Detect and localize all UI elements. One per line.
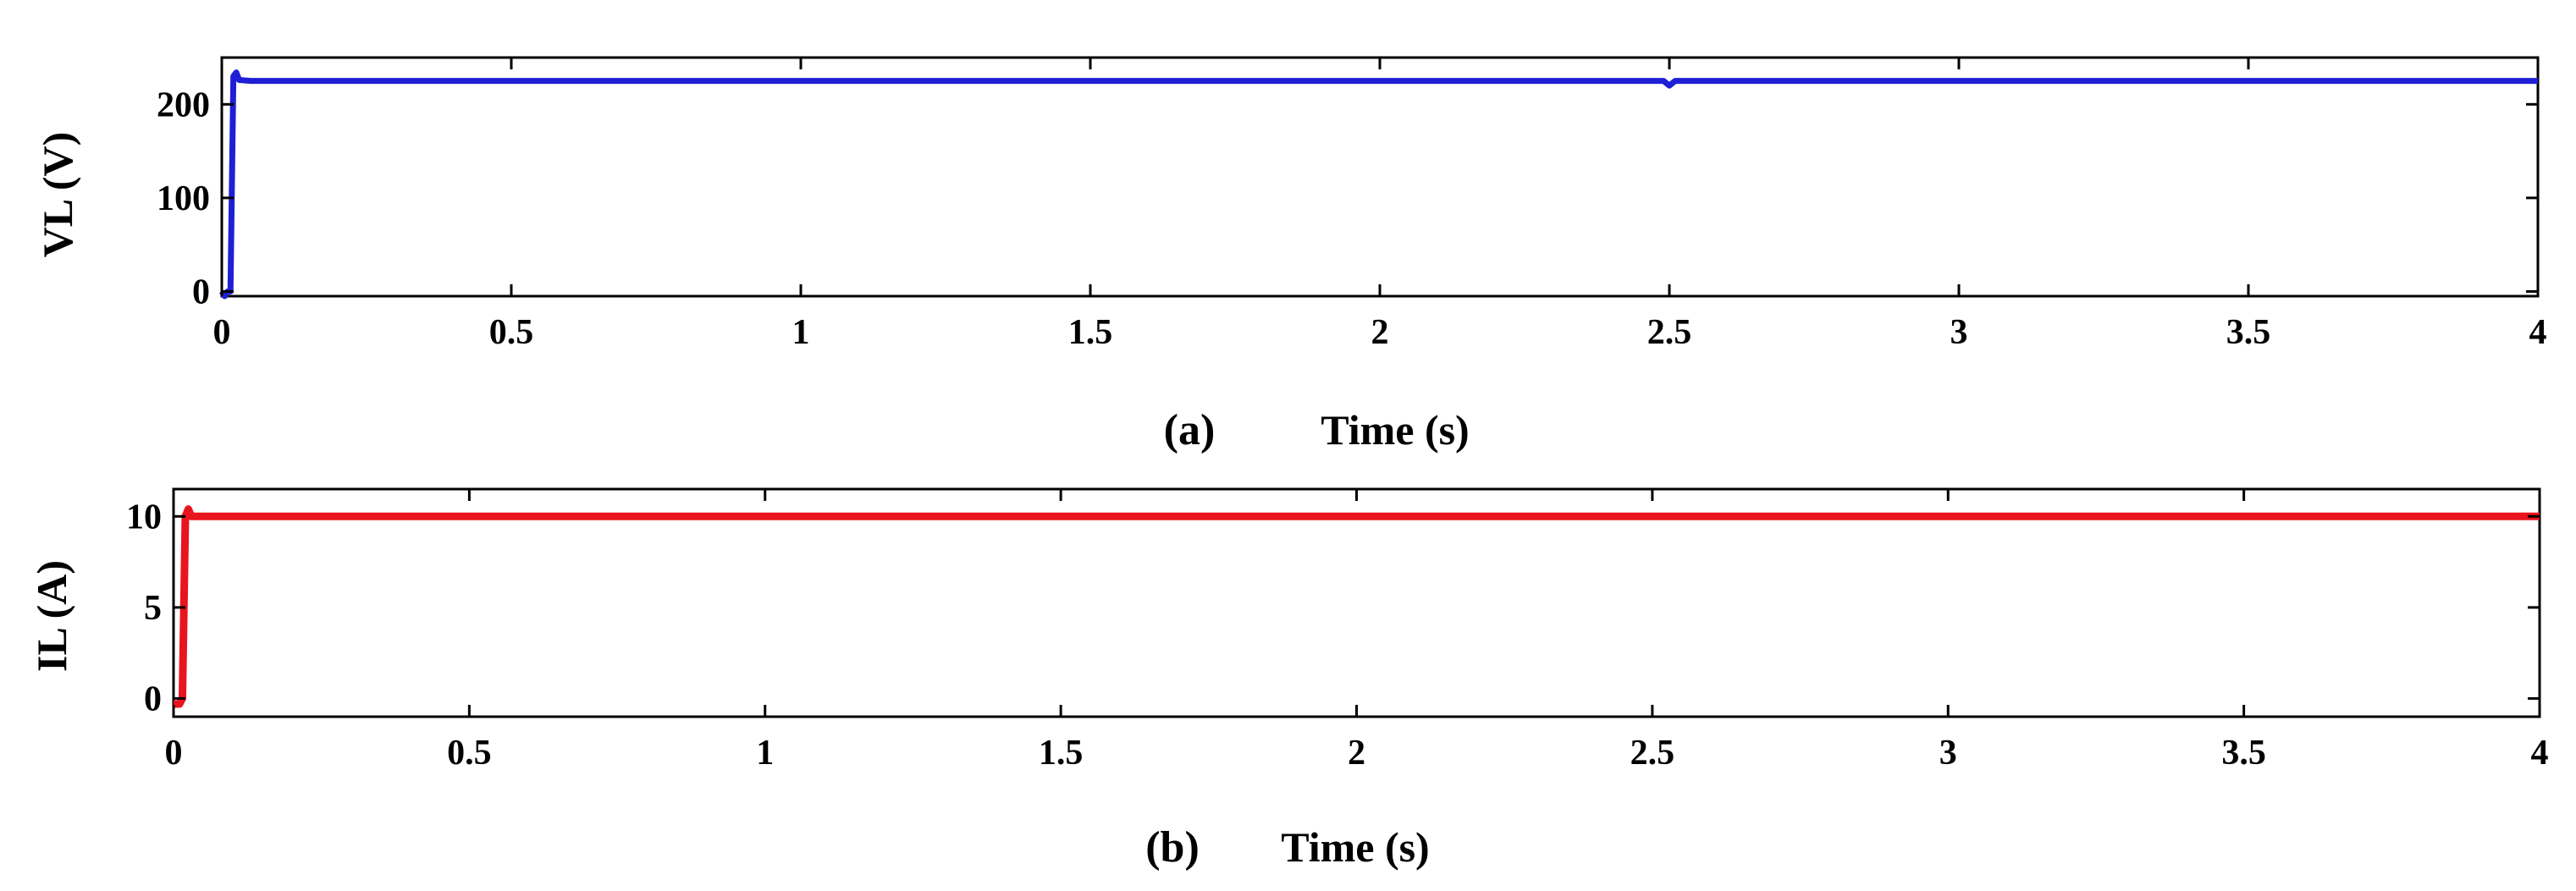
y-tick-label: 200	[157, 85, 210, 124]
y-tick-label: 100	[157, 179, 210, 218]
series-group-a	[219, 69, 2538, 300]
x-tick-label: 4	[2529, 313, 2547, 352]
x-tick-label: 0	[165, 734, 183, 773]
x-tick-label: 1	[792, 313, 810, 352]
plot-frame-b	[172, 487, 2541, 718]
x-tick-label: 0.5	[447, 734, 492, 773]
y-axis-label-a: VL (V)	[34, 132, 81, 258]
x-tick-label: 3	[1950, 313, 1968, 352]
x-tick-label: 3	[1939, 734, 1957, 773]
y-axis-label-b: IL (A)	[28, 560, 75, 672]
x-tick-label: 0	[213, 313, 231, 352]
series-line-b	[174, 505, 2540, 708]
ticks-group-a: 0 0.5 1 1.5 2 2.5 3 3.5 4 0 100 200	[157, 58, 2547, 352]
x-tick-label: 0.5	[489, 313, 534, 352]
chart-panel-b: 0 0.5 1 1.5 2 2.5 3 3.5 4 0 5 10 IL (A) (b) Time (s…	[28, 487, 2549, 872]
x-tick-label: 2	[1348, 734, 1365, 773]
chart-panel-a: 0 0.5 1 1.5 2 2.5 3 3.5 4 0 100 200 VL (V) (a) Time…	[34, 56, 2547, 454]
ticks-group-b: 0 0.5 1 1.5 2 2.5 3 3.5 4 0 5 10	[126, 489, 2549, 773]
y-tick-label: 0	[144, 679, 162, 718]
panel-label-a: (a)	[1164, 406, 1216, 454]
x-tick-label: 2.5	[1630, 734, 1675, 773]
x-tick-label: 3.5	[2226, 313, 2271, 352]
y-tick-label: 0	[192, 272, 210, 311]
x-tick-label: 2	[1371, 313, 1389, 352]
y-tick-label: 5	[144, 589, 162, 628]
y-tick-label: 10	[126, 498, 162, 536]
plot-frame-a	[220, 56, 2540, 298]
series-line-a	[219, 69, 2538, 300]
x-tick-label: 4	[2531, 734, 2549, 773]
panel-label-b: (b)	[1145, 823, 1200, 872]
x-tick-label: 1	[756, 734, 774, 773]
x-tick-label: 1.5	[1068, 313, 1113, 352]
x-axis-label-a: Time (s)	[1321, 406, 1469, 454]
x-axis-label-b: Time (s)	[1281, 823, 1429, 871]
x-tick-label: 2.5	[1647, 313, 1692, 352]
series-group-b	[174, 505, 2540, 708]
x-tick-label: 3.5	[2221, 734, 2266, 773]
x-tick-label: 1.5	[1039, 734, 1084, 773]
